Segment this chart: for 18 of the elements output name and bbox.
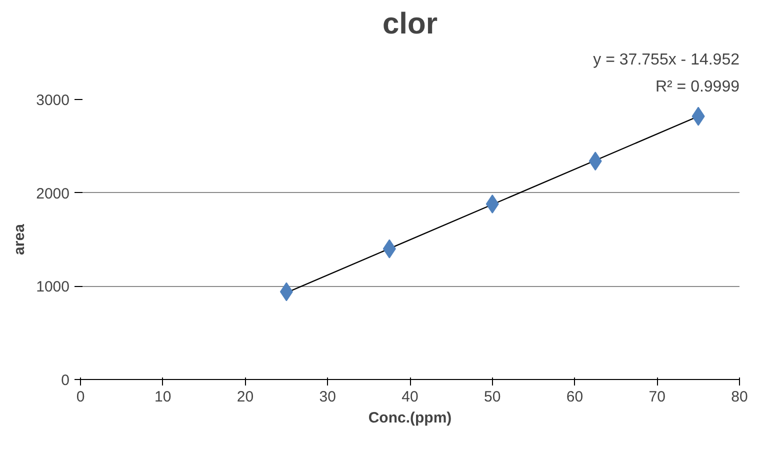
y-tick-label: 2000 xyxy=(36,185,70,202)
y-tick-label: 3000 xyxy=(36,92,70,109)
x-tick-label: 30 xyxy=(319,388,336,406)
x-tick-label: 50 xyxy=(484,388,501,406)
x-tick-label: 40 xyxy=(402,388,418,406)
x-tick-label: 60 xyxy=(566,388,584,406)
y-axis-title: area xyxy=(11,223,28,255)
y-tick-label: 1000 xyxy=(36,278,70,296)
text: R² = 0.9999 xyxy=(655,78,740,96)
x-tick-label: 10 xyxy=(154,388,172,406)
y-tick-label: 0 xyxy=(61,372,70,389)
x-axis-title: Conc.(ppm) xyxy=(368,410,452,426)
chart-title: clor xyxy=(382,8,438,40)
x-tick-label: 80 xyxy=(731,388,748,406)
text: y = 37.755x - 14.952 xyxy=(593,52,740,68)
x-tick-label: 20 xyxy=(236,388,254,406)
x-tick-label: 0 xyxy=(76,388,85,406)
x-tick-label: 70 xyxy=(648,388,666,406)
